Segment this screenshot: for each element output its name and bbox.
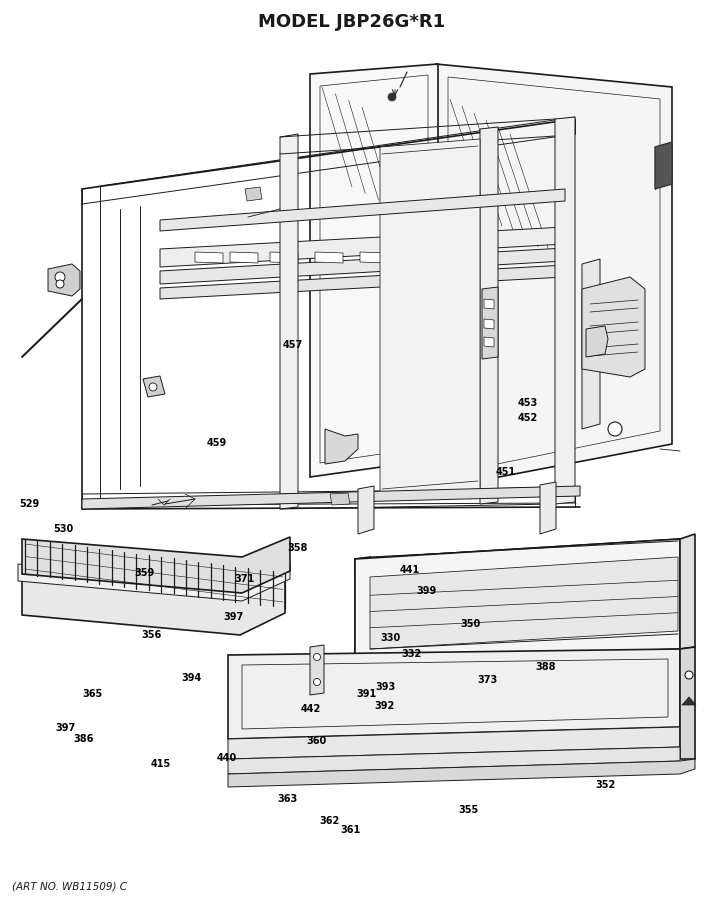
Circle shape: [149, 384, 157, 392]
Polygon shape: [82, 487, 580, 509]
Polygon shape: [355, 557, 370, 659]
Text: 350: 350: [460, 618, 480, 628]
Text: 399: 399: [417, 585, 436, 596]
Polygon shape: [228, 649, 680, 740]
Polygon shape: [18, 564, 290, 601]
Polygon shape: [582, 278, 645, 377]
Polygon shape: [310, 65, 438, 478]
Text: 440: 440: [217, 751, 237, 762]
Text: 394: 394: [182, 672, 201, 683]
Polygon shape: [195, 253, 223, 264]
Text: 441: 441: [400, 563, 420, 574]
Polygon shape: [160, 265, 565, 300]
Text: 356: 356: [142, 628, 161, 639]
Text: 392: 392: [375, 700, 394, 711]
Polygon shape: [228, 759, 695, 787]
Text: 360: 360: [307, 735, 327, 746]
Circle shape: [56, 281, 64, 289]
Text: 362: 362: [320, 815, 339, 825]
Polygon shape: [555, 118, 575, 505]
Polygon shape: [48, 265, 80, 297]
Text: 355: 355: [458, 804, 478, 815]
Text: 457: 457: [283, 340, 303, 350]
Text: MODEL JBP26G*R1: MODEL JBP26G*R1: [258, 13, 446, 31]
Polygon shape: [360, 253, 388, 264]
Polygon shape: [160, 190, 565, 232]
Polygon shape: [228, 747, 680, 774]
Polygon shape: [330, 493, 350, 506]
Polygon shape: [315, 253, 343, 264]
Text: 365: 365: [83, 688, 103, 699]
Polygon shape: [143, 377, 165, 397]
Polygon shape: [586, 327, 608, 358]
Text: 459: 459: [207, 437, 227, 448]
Polygon shape: [310, 646, 324, 695]
Circle shape: [608, 423, 622, 436]
Polygon shape: [436, 65, 672, 489]
Polygon shape: [358, 487, 374, 535]
Polygon shape: [484, 338, 494, 348]
Text: 397: 397: [224, 610, 244, 621]
Text: 363: 363: [277, 793, 297, 804]
Polygon shape: [325, 430, 358, 464]
Polygon shape: [380, 140, 480, 499]
Polygon shape: [228, 727, 680, 759]
Polygon shape: [160, 228, 565, 267]
Circle shape: [388, 94, 396, 102]
Polygon shape: [682, 697, 696, 705]
Text: 371: 371: [235, 573, 255, 583]
Text: 352: 352: [596, 778, 615, 789]
Circle shape: [685, 671, 693, 679]
Text: 332: 332: [401, 648, 421, 659]
Polygon shape: [540, 482, 556, 535]
Polygon shape: [680, 535, 695, 649]
Text: 393: 393: [376, 681, 396, 692]
Text: 373: 373: [477, 674, 497, 684]
Polygon shape: [680, 647, 695, 759]
Polygon shape: [370, 557, 678, 649]
Polygon shape: [480, 128, 498, 505]
Text: 453: 453: [518, 397, 538, 408]
Polygon shape: [22, 580, 285, 636]
Circle shape: [313, 679, 320, 685]
Text: 358: 358: [287, 542, 307, 553]
Text: 386: 386: [73, 733, 93, 744]
Text: 361: 361: [341, 824, 360, 834]
Polygon shape: [655, 143, 672, 190]
Text: 359: 359: [134, 567, 154, 578]
Polygon shape: [355, 539, 680, 574]
Text: 388: 388: [535, 661, 556, 672]
Text: 442: 442: [301, 703, 321, 713]
Text: (ART NO. WB11509) C: (ART NO. WB11509) C: [12, 881, 127, 891]
Text: 397: 397: [56, 721, 75, 732]
Circle shape: [55, 273, 65, 283]
Polygon shape: [270, 253, 298, 264]
Polygon shape: [245, 188, 262, 201]
Text: 451: 451: [496, 466, 515, 477]
Polygon shape: [484, 320, 494, 330]
Text: 391: 391: [356, 688, 376, 699]
Polygon shape: [280, 135, 298, 509]
Polygon shape: [230, 253, 258, 264]
Polygon shape: [160, 248, 565, 284]
Text: 529: 529: [20, 498, 39, 509]
Polygon shape: [484, 300, 494, 310]
Polygon shape: [22, 537, 290, 593]
Text: 530: 530: [54, 523, 73, 534]
Polygon shape: [482, 288, 498, 359]
Polygon shape: [582, 260, 600, 430]
Text: 415: 415: [151, 758, 170, 768]
Circle shape: [313, 654, 320, 661]
Polygon shape: [355, 539, 680, 659]
Text: 330: 330: [380, 632, 400, 643]
Text: 452: 452: [518, 412, 538, 423]
